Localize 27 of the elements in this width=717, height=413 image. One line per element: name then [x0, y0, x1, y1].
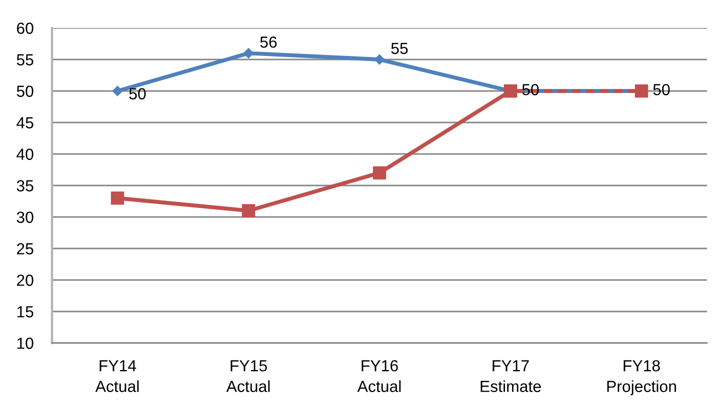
y-tick-label: 25: [16, 243, 34, 254]
point: [374, 54, 385, 65]
data-label: 50: [129, 88, 146, 100]
point: [112, 86, 123, 96]
y-tick-label: 30: [16, 212, 34, 223]
x-tick-label: FY15 Actual: [226, 360, 270, 392]
y-tick-label: 60: [16, 22, 34, 34]
y-tick-label: 35: [16, 180, 34, 192]
point: [110, 192, 124, 205]
y-tick-label: 10: [17, 338, 34, 349]
data-label: 55: [391, 42, 408, 54]
x-tick-label: FY18 Projection: [607, 360, 676, 396]
data-label: 56: [260, 36, 277, 48]
y-tick-label: 55: [16, 54, 34, 66]
y-tick-label: 50: [16, 86, 34, 97]
y-tick-label: 15: [17, 306, 34, 318]
y-tick-label: 40: [16, 148, 34, 160]
y-tick-label: 20: [16, 274, 34, 286]
x-tick-label: FY16 Actual: [357, 360, 401, 392]
point: [242, 204, 256, 218]
x-tick-label: FY14 Actual: [95, 360, 139, 392]
data-label: 50: [653, 84, 670, 96]
x-tick-label: FY17 Estimate: [480, 360, 541, 392]
point: [372, 166, 386, 180]
y-tick-label: 45: [16, 117, 34, 128]
point: [243, 48, 254, 59]
data-label: 50: [522, 84, 539, 96]
